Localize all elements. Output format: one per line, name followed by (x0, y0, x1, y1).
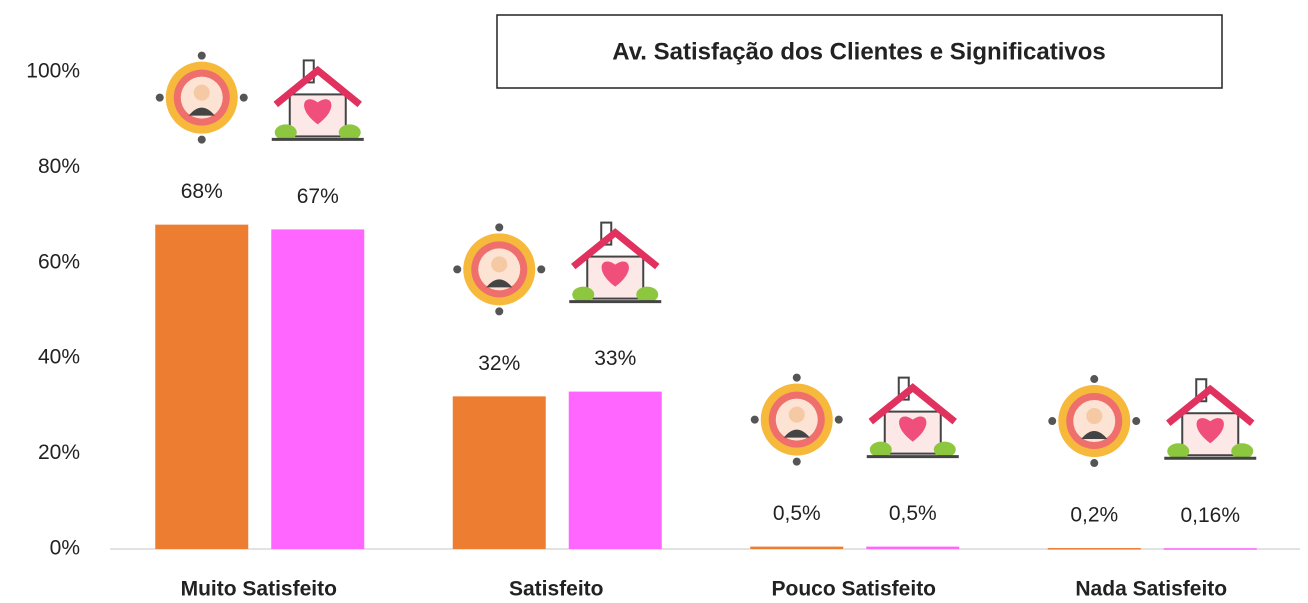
icon-part (288, 93, 347, 138)
icon-part (571, 228, 660, 270)
icon-part (792, 373, 801, 382)
y-tick-label: 40% (38, 346, 80, 369)
bar (452, 396, 546, 549)
x-tick-label: Pouco Satisfeito (771, 578, 936, 601)
icon-part (193, 84, 210, 101)
icon-part (338, 124, 361, 141)
value-label: 0,16% (1180, 504, 1240, 527)
value-label: 33% (594, 347, 636, 370)
icon-part (491, 256, 508, 273)
icon-part (486, 279, 513, 288)
icon-part (783, 429, 810, 438)
icon-part (1090, 459, 1099, 468)
bar (1047, 548, 1141, 550)
y-tick-label: 20% (38, 441, 80, 464)
icon-part (750, 415, 759, 424)
y-tick-label: 80% (38, 155, 80, 178)
icon-part (1196, 418, 1224, 444)
icon-part (1231, 443, 1254, 460)
icon-part (537, 265, 546, 274)
icon-part (572, 286, 595, 303)
value-label: 0,5% (773, 502, 821, 525)
chart-title: Av. Satisfação dos Clientes e Significat… (612, 38, 1106, 65)
icon-part (453, 265, 462, 274)
icon-part (868, 383, 957, 425)
y-tick-label: 60% (38, 250, 80, 273)
client-icon (1048, 375, 1141, 468)
icon-part (1132, 417, 1141, 426)
icon-part (273, 65, 362, 108)
x-tick-label: Satisfeito (509, 578, 604, 601)
x-tick-label: Nada Satisfeito (1075, 578, 1227, 601)
client-icon (155, 51, 248, 144)
icon-part (197, 135, 206, 144)
icon-part (636, 286, 659, 303)
bar (155, 224, 249, 549)
icon-part (304, 99, 332, 125)
icon-part (1081, 431, 1108, 440)
house-icon (1164, 378, 1257, 460)
bar (1163, 548, 1257, 550)
client-icon (750, 373, 843, 466)
value-label: 32% (478, 352, 520, 375)
bar (750, 546, 844, 549)
house-icon (271, 59, 364, 141)
icon-part (1167, 443, 1190, 460)
y-tick-label: 100% (26, 60, 80, 83)
icon-part (869, 441, 892, 458)
title-box (496, 14, 1223, 89)
y-tick-label: 0% (50, 537, 80, 560)
icon-part (155, 93, 164, 102)
icon-part (197, 51, 206, 60)
icon-part (495, 223, 504, 232)
bar (568, 391, 662, 549)
client-icon (453, 223, 546, 316)
icon-part (1090, 375, 1099, 384)
icon-part (1048, 417, 1057, 426)
icon-part (274, 124, 297, 141)
bar (866, 546, 960, 549)
icon-part (239, 93, 248, 102)
value-label: 0,2% (1070, 504, 1118, 527)
value-label: 0,5% (889, 502, 937, 525)
icon-part (899, 416, 927, 442)
icon-part (1166, 384, 1255, 426)
house-icon (866, 376, 959, 459)
value-label: 67% (297, 185, 339, 208)
icon-part (788, 406, 805, 423)
icon-part (792, 457, 801, 466)
value-label: 68% (181, 180, 223, 203)
icon-part (834, 415, 843, 424)
house-icon (569, 221, 662, 304)
icon-part (601, 261, 629, 287)
icon-part (1086, 408, 1103, 425)
x-tick-label: Muito Satisfeito (181, 578, 337, 601)
icon-part (188, 107, 215, 116)
bar (271, 229, 365, 549)
icon-part (933, 441, 956, 458)
icon-part (495, 307, 504, 316)
